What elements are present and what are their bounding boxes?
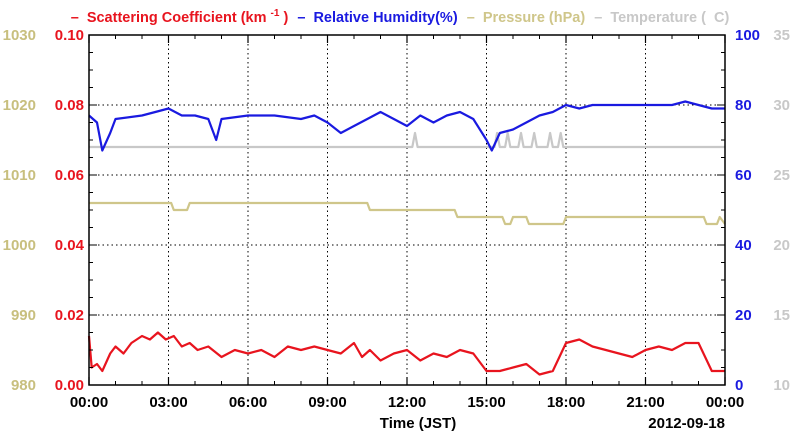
series-line-temperature: [89, 131, 725, 149]
date-label: 2012-09-18: [648, 415, 725, 432]
temperature-tick-label: 20: [773, 237, 790, 254]
series-line-scattering: [87, 331, 725, 376]
pressure-tick-label: 980: [11, 377, 36, 394]
x-tick-label: 09:00: [308, 394, 346, 411]
series-line-pressure: [89, 201, 726, 226]
x-tick-label: 00:00: [70, 394, 108, 411]
humidity-tick-label: 40: [735, 237, 752, 254]
x-tick-label: 00:00: [706, 394, 744, 411]
temperature-tick-label: 25: [773, 167, 790, 184]
legend-humidity-prefix: –: [297, 10, 305, 26]
legend-temperature-suffix: C): [714, 10, 729, 26]
humidity-tick-label: 20: [735, 307, 752, 324]
chart-legend: – Scattering Coefficient (km -1 ) – Rela…: [71, 4, 730, 26]
humidity-tick-label: 0: [735, 377, 743, 394]
humidity-tick-label: 100: [735, 27, 760, 44]
pressure-tick-label: 1010: [3, 167, 36, 184]
legend-scattering-sup: -1: [271, 8, 280, 19]
legend-scattering-label: Scattering Coefficient (km: [87, 10, 267, 26]
legend-scattering-prefix: –: [71, 10, 79, 26]
legend-scattering-suffix: ): [283, 10, 288, 26]
legend-pressure-label: Pressure (hPa): [483, 10, 586, 26]
pressure-tick-label: 1000: [3, 237, 36, 254]
scattering-tick-label: 0.02: [55, 307, 84, 324]
x-tick-label: 12:00: [388, 394, 426, 411]
x-tick-label: 18:00: [547, 394, 585, 411]
pressure-tick-label: 1020: [3, 97, 36, 114]
temperature-tick-label: 10: [773, 377, 790, 394]
scattering-tick-label: 0.06: [55, 167, 84, 184]
legend-temperature-prefix: –: [594, 10, 602, 26]
pressure-tick-label: 990: [11, 307, 36, 324]
legend-temperature-label: Temperature (: [610, 10, 706, 26]
humidity-tick-label: 60: [735, 167, 752, 184]
x-tick-label: 03:00: [149, 394, 187, 411]
x-tick-label: 15:00: [467, 394, 505, 411]
scattering-tick-label: 0.04: [55, 237, 85, 254]
scattering-tick-label: 0.08: [55, 97, 84, 114]
series-line-humidity: [88, 100, 725, 152]
scattering-tick-label: 0.00: [55, 377, 84, 394]
x-tick-label: 06:00: [229, 394, 267, 411]
scattering-tick-label: 0.10: [55, 27, 84, 44]
temperature-tick-label: 30: [773, 97, 790, 114]
x-axis-title: Time (JST): [380, 415, 456, 432]
legend-humidity-label: Relative Humidity(%): [313, 10, 457, 26]
series-layer: [87, 100, 726, 376]
pressure-tick-label: 1030: [3, 27, 36, 44]
temperature-tick-label: 15: [773, 307, 790, 324]
axis-layer: 00:00 03:00 06:00 09:00 12:00 15:00 18:00 21:00…: [3, 27, 790, 411]
temperature-tick-label: 35: [773, 27, 790, 44]
humidity-tick-label: 80: [735, 97, 752, 114]
x-tick-label: 21:00: [626, 394, 664, 411]
legend-pressure-prefix: –: [467, 10, 475, 26]
